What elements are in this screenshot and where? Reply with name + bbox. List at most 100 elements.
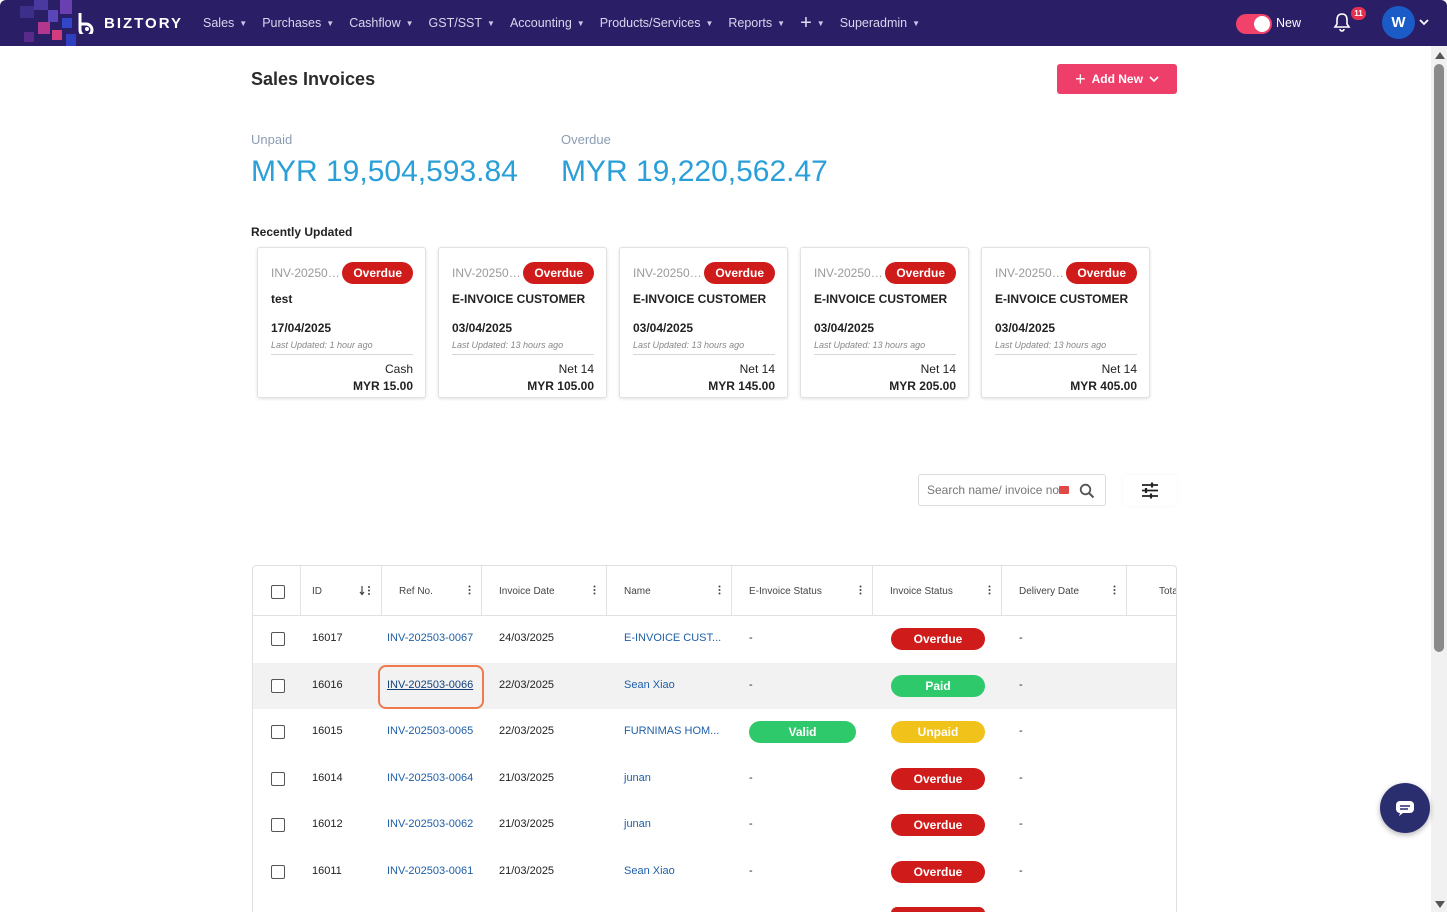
column-invoice-status[interactable]: Invoice Status — [873, 566, 1002, 616]
cell-id: 16012 — [312, 818, 343, 830]
status-badge: Overdue — [523, 262, 594, 284]
column-menu-icon[interactable] — [1113, 585, 1116, 595]
menu-accounting[interactable]: Accounting ▼ — [510, 16, 585, 30]
card-updated: Last Updated: 13 hours ago — [452, 340, 564, 350]
column-id[interactable]: ID — [301, 566, 382, 616]
card-ref: INV-202504... — [814, 266, 886, 280]
chevron-down-icon — [1149, 76, 1159, 83]
column-menu-icon[interactable] — [859, 585, 862, 595]
cell-name-link[interactable]: Sean Xiao — [624, 864, 675, 877]
cell-id: 16015 — [312, 725, 343, 737]
table-row[interactable]: 16015 INV-202503-0065 22/03/2025 FURNIMA… — [253, 709, 1176, 756]
cell-ref-link[interactable]: INV-202503-0065 — [387, 725, 474, 737]
table-row[interactable]: 16014 INV-202503-0064 21/03/2025 junan -… — [253, 756, 1176, 803]
status-badge: Overdue — [704, 262, 775, 284]
filter-button[interactable] — [1123, 475, 1177, 506]
avatar[interactable]: W — [1382, 6, 1415, 39]
select-all-checkbox[interactable] — [271, 585, 285, 599]
card-amount: MYR 15.00 — [352, 379, 413, 393]
cell-name-link[interactable]: junan — [624, 818, 651, 830]
column-total[interactable]: Tota — [1127, 566, 1177, 616]
column-label: Tota — [1159, 586, 1177, 597]
page-scrollbar[interactable] — [1431, 46, 1447, 912]
menu-superadmin[interactable]: Superadmin ▼ — [840, 16, 920, 30]
column-label: ID — [312, 586, 322, 597]
bell-icon[interactable] — [1333, 12, 1351, 32]
row-checkbox[interactable] — [271, 632, 285, 646]
column-ref-no[interactable]: Ref No. — [382, 566, 482, 616]
recent-invoice-card[interactable]: INV-202504... Overdue E-INVOICE CUSTOMER… — [981, 247, 1150, 398]
row-checkbox[interactable] — [271, 864, 285, 879]
menu-label: Reports — [728, 16, 773, 30]
menu-purchases[interactable]: Purchases ▼ — [262, 16, 334, 30]
table-row[interactable]: 16016 INV-202503-0066 22/03/2025 Sean Xi… — [253, 662, 1176, 709]
search-input[interactable] — [927, 483, 1059, 497]
cell-ref-link[interactable]: INV-202503-0067 — [387, 632, 474, 644]
scroll-up-arrow-icon[interactable] — [1435, 52, 1445, 59]
cell-name-link[interactable]: Sean Xiao — [624, 678, 675, 691]
scroll-down-arrow-icon[interactable] — [1435, 901, 1445, 908]
menu-quick-add[interactable]: + ▼ — [800, 12, 825, 35]
row-checkbox[interactable] — [271, 771, 285, 786]
chat-button[interactable] — [1380, 783, 1430, 833]
brand-name: BIZTORY — [104, 15, 184, 32]
search-field[interactable] — [918, 474, 1106, 506]
row-checkbox[interactable] — [271, 678, 285, 693]
menu-gst-sst[interactable]: GST/SST ▼ — [429, 16, 495, 30]
column-menu-icon[interactable] — [988, 585, 991, 595]
cell-ref-link[interactable]: INV-202503-0064 — [387, 771, 474, 784]
menu-label: Superadmin — [839, 16, 908, 30]
chevron-down-icon[interactable] — [1419, 17, 1429, 27]
table-row[interactable]: 16012 INV-202503-0062 21/03/2025 junan -… — [253, 802, 1176, 849]
column-menu-icon[interactable] — [718, 585, 721, 595]
chat-icon — [1396, 801, 1414, 816]
status-badge: Overdue — [1066, 262, 1137, 284]
search-icon[interactable] — [1079, 483, 1095, 499]
new-ui-toggle[interactable] — [1236, 14, 1272, 34]
caret-down-icon: ▼ — [405, 18, 414, 28]
column-menu-icon[interactable] — [593, 585, 596, 595]
cell-ref-link[interactable]: INV-202503-0066 — [387, 678, 474, 691]
cell-name-link[interactable]: E-INVOICE CUST... — [624, 632, 722, 644]
card-updated: Last Updated: 1 hour ago — [271, 340, 373, 350]
card-amount: MYR 205.00 — [889, 379, 956, 393]
cell-ref-link[interactable]: INV-202503-0062 — [387, 818, 474, 830]
header-select-cell — [253, 566, 301, 616]
cell-delivery-date: - — [1019, 725, 1023, 737]
menu-sales[interactable]: Sales ▼ — [203, 16, 247, 30]
column-label: Invoice Date — [499, 586, 555, 597]
cell-date: 22/03/2025 — [499, 725, 555, 737]
sort-desc-icon[interactable] — [359, 585, 371, 596]
recent-invoice-card[interactable]: INV-202504... Overdue test 17/04/2025 La… — [257, 247, 426, 398]
recent-invoice-card[interactable]: INV-202504... Overdue E-INVOICE CUSTOMER… — [619, 247, 788, 398]
column-name[interactable]: Name — [607, 566, 732, 616]
recently-updated-heading: Recently Updated — [251, 225, 353, 239]
scroll-thumb[interactable] — [1434, 64, 1444, 652]
column-delivery-date[interactable]: Delivery Date — [1002, 566, 1127, 616]
column-invoice-date[interactable]: Invoice Date — [482, 566, 607, 616]
recent-invoice-card[interactable]: INV-202504... Overdue E-INVOICE CUSTOMER… — [800, 247, 969, 398]
table-row[interactable]: 16011 INV-202503-0061 21/03/2025 Sean Xi… — [253, 849, 1176, 896]
cell-ref-link[interactable]: INV-202503-0061 — [387, 864, 474, 877]
logo[interactable]: BIZTORY — [0, 0, 195, 46]
menu-label: Products/Services — [599, 16, 701, 30]
menu-products-services[interactable]: Products/Services ▼ — [600, 16, 714, 30]
menu-cashflow[interactable]: Cashflow ▼ — [349, 16, 413, 30]
menu-reports[interactable]: Reports ▼ — [728, 16, 785, 30]
column-label: Delivery Date — [1019, 586, 1080, 597]
card-customer: E-INVOICE CUSTOMER — [633, 292, 767, 306]
recent-invoice-card[interactable]: INV-202504... Overdue E-INVOICE CUSTOMER… — [438, 247, 607, 398]
card-terms: Net 14 — [558, 362, 594, 376]
row-checkbox[interactable] — [271, 818, 285, 832]
add-new-button[interactable]: + Add New — [1057, 64, 1177, 94]
row-checkbox[interactable] — [271, 725, 285, 739]
card-customer: E-INVOICE CUSTOMER — [814, 292, 948, 306]
cell-e-invoice-status: - — [749, 771, 753, 784]
table-row[interactable]: 16017 INV-202503-0067 24/03/2025 E-INVOI… — [253, 616, 1176, 663]
cell-name-link[interactable]: junan — [624, 771, 651, 784]
cell-delivery-date: - — [1019, 632, 1023, 644]
cell-e-invoice-status: - — [749, 632, 753, 644]
column-e-invoice-status[interactable]: E-Invoice Status — [732, 566, 873, 616]
cell-name-link[interactable]: FURNIMAS HOM... — [624, 725, 720, 737]
column-menu-icon[interactable] — [468, 585, 471, 595]
